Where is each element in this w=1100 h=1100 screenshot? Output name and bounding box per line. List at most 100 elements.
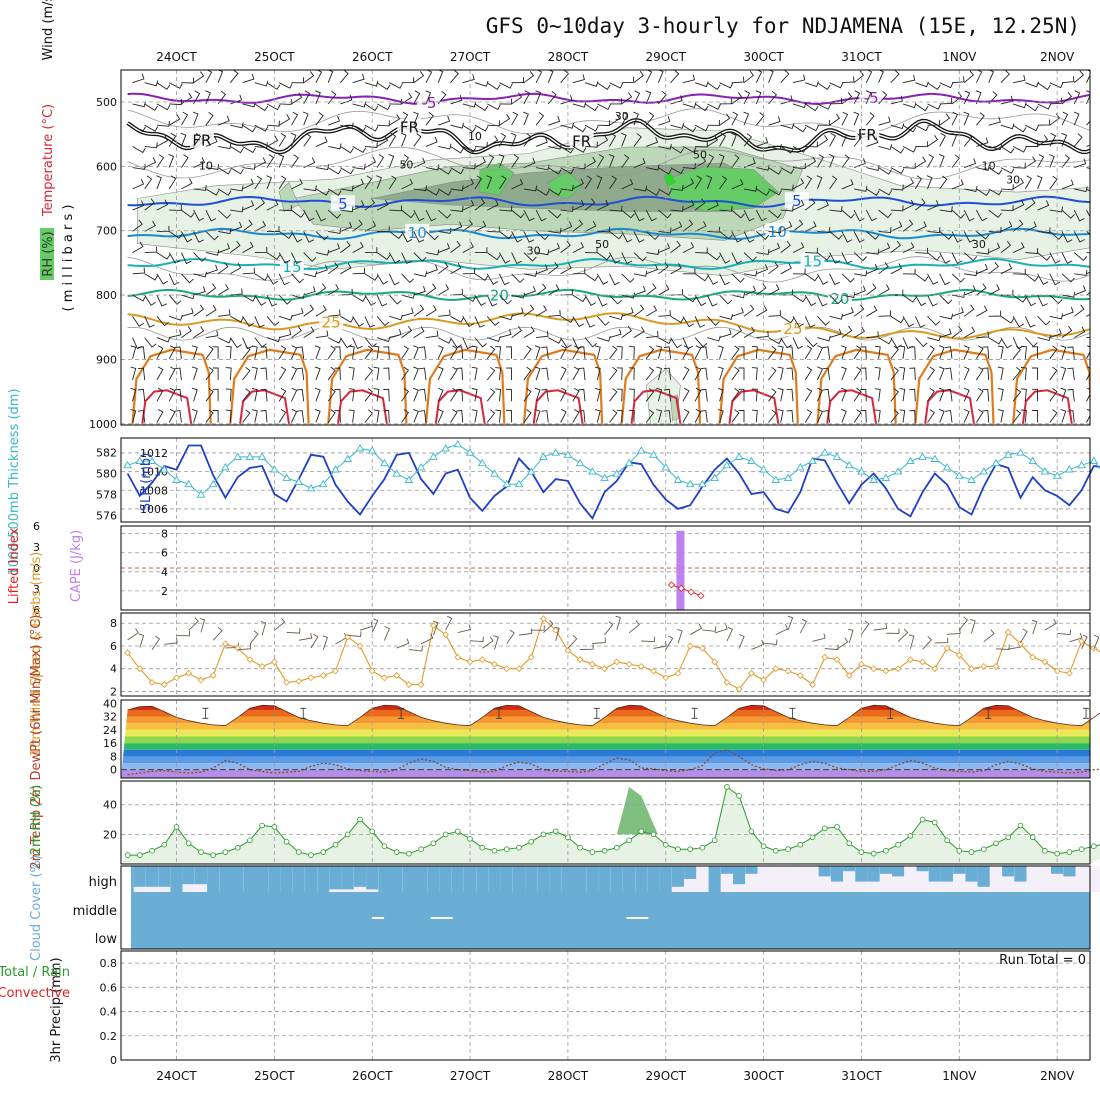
wind-barb [511, 178, 524, 190]
wind-barb [951, 209, 965, 219]
wind-barb [658, 284, 670, 296]
wind-barb [315, 112, 324, 126]
wind-barb [291, 111, 299, 126]
wind-barb [541, 388, 549, 402]
wind-barb [853, 231, 865, 243]
wind-barb [1037, 119, 1051, 126]
wind-barb [474, 103, 489, 112]
wind-speed-point [674, 669, 682, 677]
wind-barb [902, 74, 916, 84]
wind-speed-point [307, 674, 315, 682]
isotherm-label: 15 [282, 258, 301, 276]
wind-barb [260, 410, 268, 423]
thickness-point [1040, 467, 1050, 475]
wind-barb [841, 273, 855, 283]
wind-barb [1067, 367, 1075, 381]
wind-barb [486, 316, 500, 327]
thickness-point [478, 458, 487, 467]
wind-barb [193, 252, 207, 262]
wind-barb [437, 337, 452, 344]
run-total: Run Total = 0 [999, 953, 1086, 968]
wind-barb-10m [199, 618, 206, 633]
wind-barb [1025, 198, 1036, 211]
wind-barb [1086, 313, 1090, 317]
wind-barb [340, 315, 354, 323]
wind-barb-10m [383, 626, 390, 641]
wind-barb [658, 90, 667, 105]
wind-barb [645, 112, 655, 126]
wind-barb [804, 124, 819, 132]
wind-barb [756, 231, 770, 240]
rh-contour-label: 30 [972, 238, 986, 251]
wind-barb [456, 388, 464, 402]
wind-barb [291, 345, 298, 359]
wind-barb [486, 103, 501, 111]
rh-point [980, 846, 987, 852]
wind-speed-point [576, 656, 584, 663]
wind-barb [841, 154, 850, 168]
wind-barb [352, 267, 366, 275]
wind-barb [425, 70, 433, 83]
wind-barb [621, 307, 634, 317]
wind-barb [474, 175, 483, 190]
temp-axis-label: 2m Temp 2m DewPt (6hr Min/Max) (°C) [29, 615, 44, 870]
wind-barb [266, 135, 279, 147]
wind-barb [254, 103, 269, 112]
wind-barb [609, 314, 623, 321]
cape-tick-label: 6 [161, 547, 168, 560]
wind-barb [780, 263, 792, 275]
wind-barb [462, 101, 477, 108]
wind-barb [144, 142, 158, 149]
temp-tick-label: 24 [103, 724, 117, 737]
thickness-point [331, 465, 340, 473]
cloud-high-bar [843, 866, 856, 872]
wind-barb [560, 205, 574, 212]
cloud-high-empty [989, 866, 1003, 892]
wind-barb [523, 285, 536, 296]
wind-barb [866, 188, 880, 196]
wind-barb [792, 268, 806, 275]
wind-barb [853, 387, 862, 402]
wind-barb [572, 124, 587, 133]
isotherm-label-bg [319, 313, 344, 330]
rh-point [1066, 849, 1073, 855]
wind-barb-10m [322, 635, 328, 650]
wind-barb [777, 387, 784, 402]
cloud-high-bar [170, 866, 183, 892]
wind-barb [511, 273, 525, 284]
rh-point [809, 834, 816, 841]
wind-barb [462, 178, 475, 190]
wind-barb [156, 387, 164, 402]
wind-barb [229, 70, 239, 83]
wind-barb [536, 330, 549, 339]
isotherm-label-bg [487, 286, 512, 303]
thickness-point [539, 452, 548, 460]
isotherm-30 [131, 348, 212, 424]
wind-barb [242, 294, 256, 302]
wind-barb [450, 221, 463, 232]
wind-barb [278, 294, 292, 305]
wind-barb [511, 231, 523, 243]
wind-barb [939, 328, 952, 339]
cloud-high-bar [256, 866, 269, 892]
precip-axis-label: 3hr Precip (mm) [49, 957, 64, 1062]
wind-barb [413, 326, 425, 338]
wind-barb-10m [164, 637, 178, 645]
wind-barb [609, 294, 622, 305]
wind-barb [927, 294, 938, 307]
wind-barb [816, 345, 823, 359]
wind-barb [902, 146, 917, 153]
wind-barb [853, 345, 862, 360]
wind-barb [584, 124, 599, 132]
wind-barb [963, 133, 973, 147]
wind-barb [383, 388, 390, 402]
wind-barb [364, 175, 373, 190]
wind-barb [694, 409, 702, 423]
wind-barb [951, 252, 963, 264]
x-tick-label: 1NOV [942, 1069, 977, 1083]
wind-barb [707, 226, 721, 233]
rh-label: RH (%) [41, 231, 56, 276]
wind-barb [628, 367, 635, 381]
x-tick-label: 27OCT [450, 50, 491, 64]
